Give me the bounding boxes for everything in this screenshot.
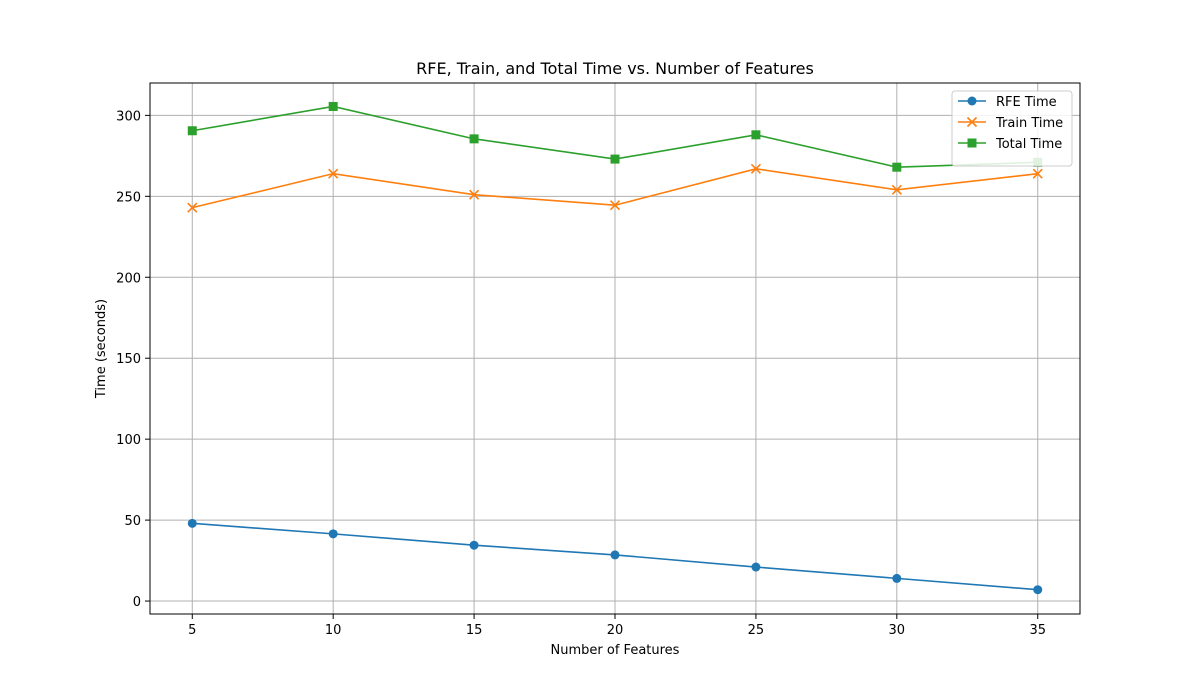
data-point-train-time — [187, 202, 198, 213]
data-point-total-time — [187, 126, 197, 136]
data-point-total-time — [610, 154, 620, 164]
y-tick-label: 0 — [133, 595, 141, 610]
x-tick-label: 5 — [188, 623, 196, 638]
data-point-train-time — [328, 168, 339, 179]
x-tick-label: 30 — [889, 623, 906, 638]
data-point-rfe-time — [469, 540, 479, 550]
data-point-train-time — [1032, 168, 1043, 179]
x-tick-label: 10 — [325, 623, 342, 638]
data-point-total-time — [469, 134, 479, 144]
x-axis-label: Number of Features — [551, 643, 680, 658]
x-tick-label: 35 — [1029, 623, 1046, 638]
legend: RFE Time Train Time Total Time — [951, 90, 1073, 167]
y-axis-label: Time (seconds) — [94, 299, 109, 399]
legend-label: RFE Time — [996, 95, 1057, 110]
data-point-rfe-time — [1033, 585, 1043, 595]
data-point-rfe-time — [328, 529, 338, 539]
y-tick-label: 150 — [116, 352, 141, 367]
series-rfe-time — [187, 518, 1043, 595]
data-point-train-time — [609, 200, 621, 211]
legend-marker — [967, 96, 977, 106]
legend-entry-train-time: Train Time — [958, 116, 1063, 131]
x-tick-label: 20 — [607, 623, 624, 638]
data-point-total-time — [892, 162, 902, 172]
data-point-rfe-time — [892, 573, 902, 583]
ticks: 5 10 15 20 25 30 35 0 50 100 150 200 250 300 — [116, 109, 1046, 638]
y-tick-label: 200 — [116, 271, 141, 286]
legend-marker — [967, 138, 977, 148]
data-point-train-time — [891, 184, 902, 195]
y-tick-label: 300 — [116, 109, 141, 124]
legend-marker — [966, 116, 978, 128]
legend-label: Total Time — [995, 137, 1062, 152]
data-point-rfe-time — [751, 562, 761, 572]
x-tick-label: 15 — [466, 623, 483, 638]
y-tick-label: 250 — [116, 190, 141, 205]
legend-box — [951, 90, 1073, 167]
data-point-rfe-time — [187, 518, 197, 528]
data-point-train-time — [469, 189, 480, 200]
chart-title: RFE, Train, and Total Time vs. Number of… — [416, 59, 814, 78]
legend-entry-total-time: Total Time — [958, 137, 1062, 152]
legend-label: Train Time — [995, 116, 1063, 131]
series-train-time — [187, 163, 1043, 213]
data-point-total-time — [328, 101, 338, 111]
data-point-train-time — [750, 163, 761, 174]
y-tick-label: 50 — [124, 514, 141, 529]
data-point-total-time — [751, 130, 761, 140]
y-tick-label: 100 — [116, 433, 141, 448]
legend-entry-rfe-time: RFE Time — [958, 95, 1057, 110]
x-tick-label: 25 — [748, 623, 765, 638]
data-point-rfe-time — [610, 550, 620, 560]
